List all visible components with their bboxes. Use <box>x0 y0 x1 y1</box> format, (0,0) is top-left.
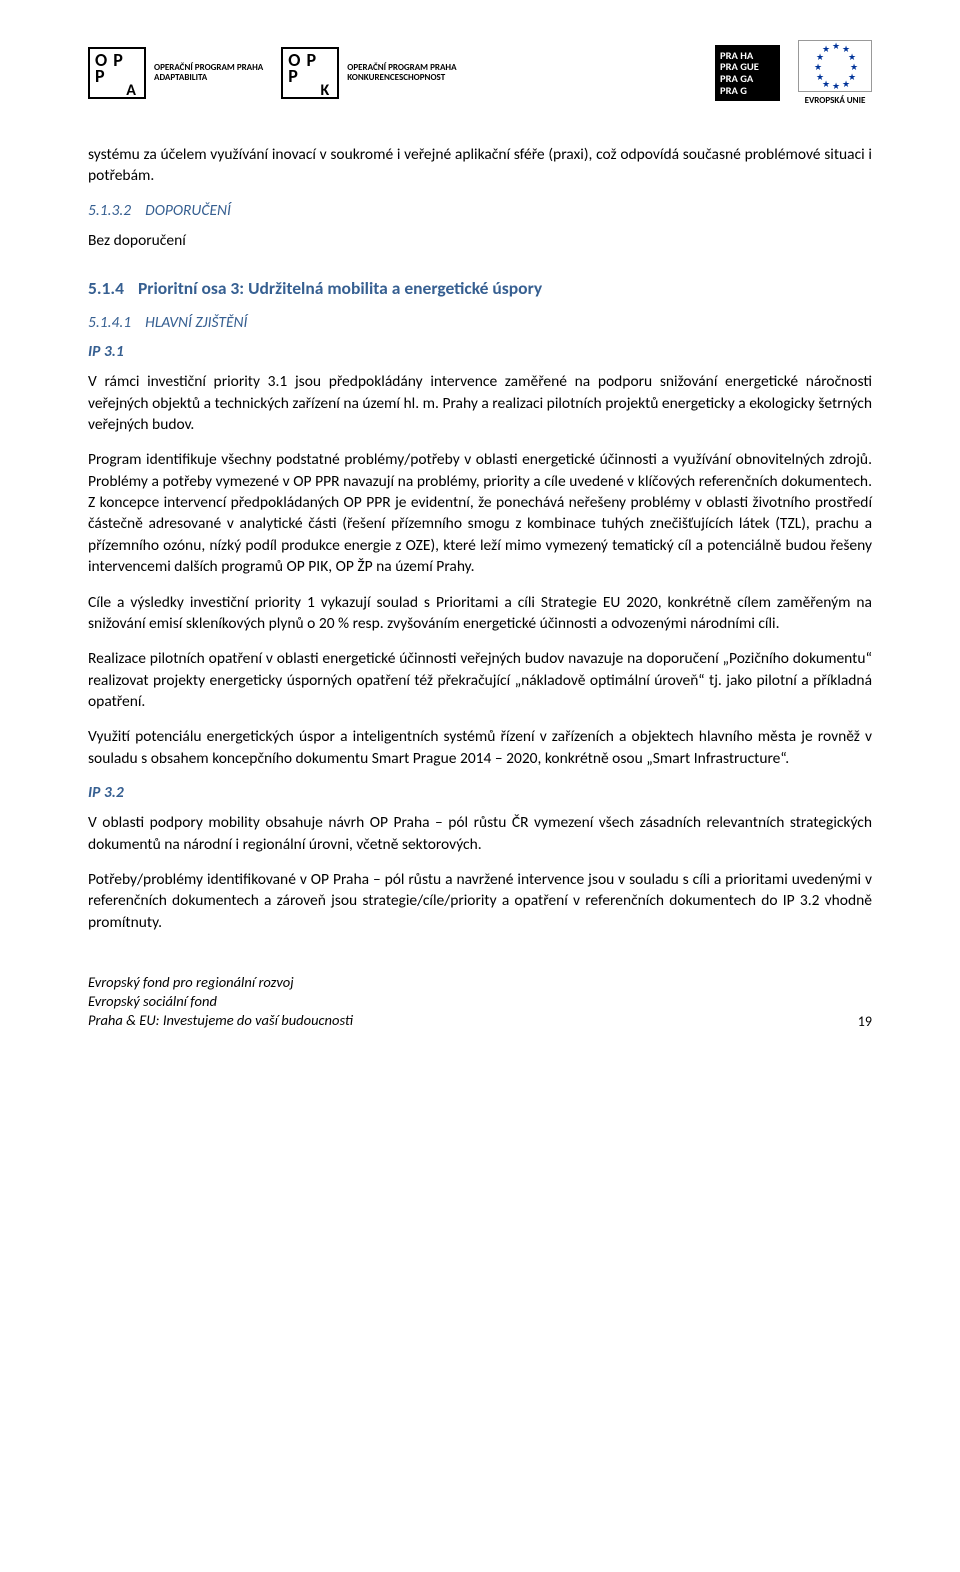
footer-line-2: Evropský sociální fond <box>88 992 353 1011</box>
ip31-paragraph-3: Cíle a výsledky investiční priority 1 vy… <box>88 592 872 635</box>
praha-r4: PRA G <box>720 85 778 97</box>
footer-line-3: Praha & EU: Investujeme do vaší budoucno… <box>88 1011 353 1030</box>
heading-title: HLAVNÍ ZJIŠTĚNÍ <box>145 313 247 332</box>
oppk-logo-line2: K <box>288 84 332 98</box>
oppa-logo-line2: A <box>95 84 139 98</box>
eu-logo: ★ ★ ★ ★ ★ ★ ★ ★ ★ ★ ★ ★ EVROPSKÁ UNIE <box>798 40 872 106</box>
ip31-paragraph-4: Realizace pilotních opatření v oblasti e… <box>88 648 872 712</box>
eu-label: EVROPSKÁ UNIE <box>805 95 866 106</box>
footer-line-1: Evropský fond pro regionální rozvoj <box>88 973 353 992</box>
page-footer: Evropský fond pro regionální rozvoj Evro… <box>88 973 872 1030</box>
heading-num: 5.1.3.2 <box>88 201 131 220</box>
logo-strip: O P P A OPERAČNÍ PROGRAM PRAHA ADAPTABIL… <box>88 40 872 106</box>
page-number: 19 <box>858 1013 872 1030</box>
heading-5-1-4: 5.1.4 Prioritní osa 3: Udržitelná mobilit… <box>88 277 872 299</box>
praha-r3: PRA GA <box>720 73 778 85</box>
ip-3-2-label: IP 3.2 <box>88 783 872 802</box>
heading-title: Prioritní osa 3: Udržitelná mobilita a e… <box>138 277 542 299</box>
heading-5-1-3-2: 5.1.3.2 DOPORUČENÍ <box>88 201 872 220</box>
oppa-logo-text: OPERAČNÍ PROGRAM PRAHA ADAPTABILITA <box>154 63 263 83</box>
document-page: O P P A OPERAČNÍ PROGRAM PRAHA ADAPTABIL… <box>0 0 960 1080</box>
praha-logo: PRA HA PRA GUE PRA GA PRA G <box>715 45 780 101</box>
oppa-logo-line1: O P P <box>95 52 139 84</box>
ip-3-1-label: IP 3.1 <box>88 342 872 361</box>
heading-num: 5.1.4.1 <box>88 313 131 332</box>
oppk-logo: O P P K OPERAČNÍ PROGRAM PRAHA KONKURENC… <box>281 47 456 99</box>
ip31-paragraph-1: V rámci investiční priority 3.1 jsou pře… <box>88 371 872 435</box>
paragraph-intro: systému za účelem využívání inovací v so… <box>88 144 872 187</box>
oppk-logo-text: OPERAČNÍ PROGRAM PRAHA KONKURENCESCHOPNO… <box>347 63 456 83</box>
ip32-paragraph-2: Potřeby/problémy identifikované v OP Pra… <box>88 869 872 933</box>
eu-stars-icon: ★ ★ ★ ★ ★ ★ ★ ★ ★ ★ ★ ★ <box>814 45 856 87</box>
footer-text: Evropský fond pro regionální rozvoj Evro… <box>88 973 353 1030</box>
oppk-logo-line1: O P P <box>288 52 332 84</box>
ip31-paragraph-5: Využití potenciálu energetických úspor a… <box>88 726 872 769</box>
ip32-paragraph-1: V oblasti podpory mobility obsahuje návr… <box>88 812 872 855</box>
ip31-paragraph-2: Program identifikuje všechny podstatné p… <box>88 449 872 577</box>
oppa-logo: O P P A OPERAČNÍ PROGRAM PRAHA ADAPTABIL… <box>88 47 263 99</box>
heading-num: 5.1.4 <box>88 277 124 299</box>
heading-title: DOPORUČENÍ <box>145 201 231 220</box>
no-recommendation: Bez doporučení <box>88 230 872 251</box>
heading-5-1-4-1: 5.1.4.1 HLAVNÍ ZJIŠTĚNÍ <box>88 313 872 332</box>
